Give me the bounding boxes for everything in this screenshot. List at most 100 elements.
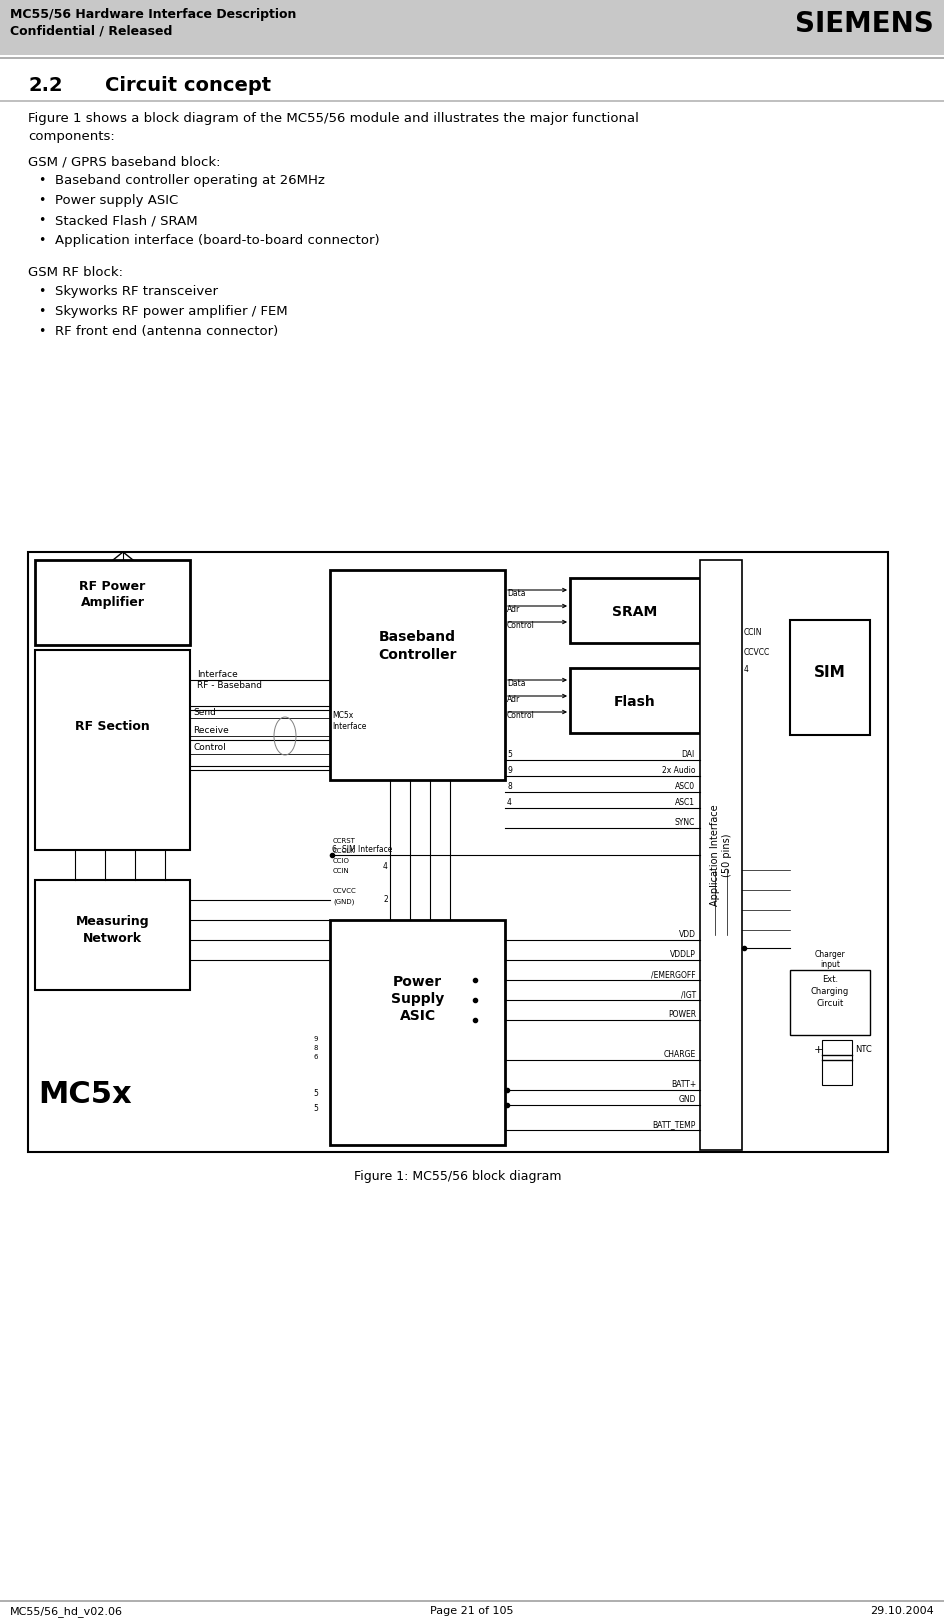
Text: 8: 8 — [313, 1045, 318, 1052]
Text: GSM RF block:: GSM RF block: — [28, 265, 123, 278]
Text: SYNC: SYNC — [675, 819, 695, 827]
Text: •: • — [38, 175, 45, 188]
Text: 2.2: 2.2 — [28, 76, 62, 95]
Text: ASC1: ASC1 — [675, 798, 695, 807]
Text: 29.10.2004: 29.10.2004 — [870, 1607, 934, 1616]
Text: 9: 9 — [313, 1036, 318, 1042]
Text: 2: 2 — [383, 895, 388, 904]
Bar — [700, 560, 742, 1150]
Text: CCIO: CCIO — [333, 858, 350, 864]
Text: Ext.: Ext. — [822, 976, 838, 984]
Text: 4: 4 — [383, 862, 388, 870]
Text: 4: 4 — [507, 798, 512, 807]
Text: MC5x: MC5x — [332, 710, 353, 720]
Text: components:: components: — [28, 129, 115, 142]
Text: SRAM: SRAM — [613, 605, 658, 618]
Bar — [570, 668, 700, 733]
Text: SIEMENS: SIEMENS — [795, 10, 934, 37]
Bar — [330, 921, 505, 1146]
Bar — [330, 570, 505, 780]
Text: •: • — [38, 194, 45, 207]
Text: SIM: SIM — [814, 665, 846, 680]
Text: Skyworks RF transceiver: Skyworks RF transceiver — [55, 285, 218, 298]
Text: 5: 5 — [507, 751, 512, 759]
Text: Amplifier: Amplifier — [80, 595, 144, 608]
Text: Application interface (board-to-board connector): Application interface (board-to-board co… — [55, 235, 379, 248]
Text: Baseband controller operating at 26MHz: Baseband controller operating at 26MHz — [55, 175, 325, 188]
Bar — [28, 552, 888, 1152]
Text: GSM / GPRS baseband block:: GSM / GPRS baseband block: — [28, 155, 221, 168]
Text: Power supply ASIC: Power supply ASIC — [55, 194, 178, 207]
Text: MC55/56 Hardware Interface Description: MC55/56 Hardware Interface Description — [10, 8, 296, 21]
Text: RF Section: RF Section — [76, 720, 150, 733]
Text: 9: 9 — [507, 765, 512, 775]
Text: RF front end (antenna connector): RF front end (antenna connector) — [55, 325, 278, 338]
Text: Circuit concept: Circuit concept — [105, 76, 271, 95]
Text: RF Power: RF Power — [79, 579, 145, 594]
Text: Send: Send — [193, 709, 216, 717]
Text: /IGT: /IGT — [681, 990, 696, 998]
Text: 5: 5 — [313, 1103, 318, 1113]
Text: VDDLP: VDDLP — [670, 950, 696, 959]
Text: Receive: Receive — [193, 726, 228, 735]
Text: Charging: Charging — [811, 987, 849, 997]
Text: input: input — [820, 959, 840, 969]
Text: SIM Interface: SIM Interface — [342, 845, 393, 854]
Text: Power: Power — [393, 976, 442, 989]
Text: BATT_TEMP: BATT_TEMP — [652, 1120, 696, 1129]
Text: NTC: NTC — [855, 1045, 871, 1053]
Text: Stacked Flash / SRAM: Stacked Flash / SRAM — [55, 214, 197, 227]
Text: ASIC: ASIC — [399, 1010, 435, 1023]
Bar — [790, 971, 870, 1036]
Bar — [570, 578, 700, 642]
Text: RF - Baseband: RF - Baseband — [197, 681, 262, 689]
Bar — [35, 560, 190, 646]
Text: Interface: Interface — [197, 670, 238, 680]
Text: •: • — [38, 214, 45, 227]
Text: +: + — [814, 1045, 822, 1055]
Bar — [35, 880, 190, 990]
Text: Adr: Adr — [507, 605, 520, 613]
Text: MC55/56_hd_v02.06: MC55/56_hd_v02.06 — [10, 1607, 123, 1616]
Text: Charger: Charger — [815, 950, 846, 959]
Bar — [0, 0, 944, 55]
Text: Skyworks RF power amplifier / FEM: Skyworks RF power amplifier / FEM — [55, 306, 288, 319]
Bar — [790, 620, 870, 735]
Text: Application Interface
(50 pins): Application Interface (50 pins) — [710, 804, 732, 906]
Text: CCIN: CCIN — [744, 628, 763, 637]
Bar — [0, 1600, 944, 1602]
Text: CCVCC: CCVCC — [333, 888, 357, 895]
Text: •: • — [38, 285, 45, 298]
Text: •: • — [38, 306, 45, 319]
Text: Adr: Adr — [507, 696, 520, 704]
Text: POWER: POWER — [667, 1010, 696, 1019]
Text: Control: Control — [507, 710, 535, 720]
Text: 6: 6 — [332, 845, 337, 854]
Text: 8: 8 — [507, 781, 512, 791]
Text: Figure 1: MC55/56 block diagram: Figure 1: MC55/56 block diagram — [354, 1170, 562, 1183]
Text: Supply: Supply — [391, 992, 444, 1006]
Text: VDD: VDD — [679, 930, 696, 938]
Text: Data: Data — [507, 589, 526, 599]
Text: CHARGE: CHARGE — [664, 1050, 696, 1060]
Text: CCCLK: CCCLK — [333, 848, 356, 854]
Text: Confidential / Released: Confidential / Released — [10, 24, 173, 37]
Text: 4: 4 — [744, 665, 749, 675]
Bar — [822, 1040, 852, 1086]
Text: •: • — [38, 235, 45, 248]
Bar — [35, 650, 190, 849]
Text: MC5x: MC5x — [38, 1079, 131, 1108]
Text: CCVCC: CCVCC — [744, 647, 770, 657]
Text: 2x Audio: 2x Audio — [662, 765, 695, 775]
Text: 5: 5 — [313, 1089, 318, 1099]
Text: Flash: Flash — [615, 694, 656, 709]
Text: Baseband: Baseband — [379, 629, 456, 644]
Text: 6: 6 — [313, 1053, 318, 1060]
Text: Circuit: Circuit — [817, 998, 844, 1008]
Text: DAI: DAI — [682, 751, 695, 759]
Text: •: • — [38, 325, 45, 338]
Text: Controller: Controller — [379, 647, 457, 662]
Text: /EMERGOFF: /EMERGOFF — [651, 971, 696, 979]
Text: Network: Network — [83, 932, 142, 945]
Text: BATT+: BATT+ — [671, 1079, 696, 1089]
